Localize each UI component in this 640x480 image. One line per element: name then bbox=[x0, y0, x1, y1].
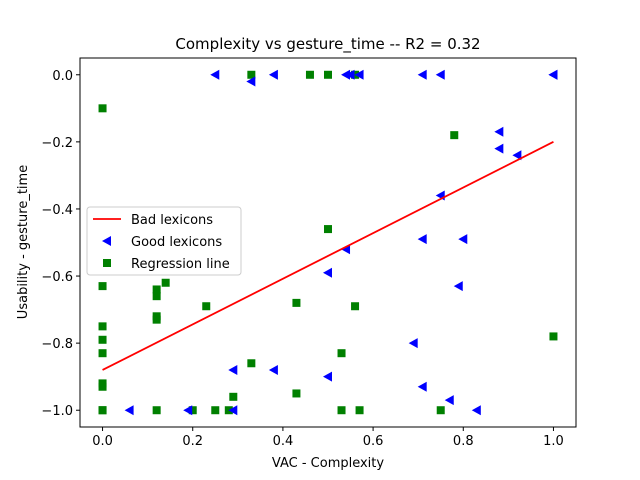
data-point bbox=[247, 359, 256, 368]
data-point bbox=[453, 281, 463, 292]
data-point bbox=[152, 406, 161, 415]
data-point bbox=[435, 69, 445, 80]
data-point bbox=[211, 406, 220, 415]
data-point bbox=[229, 392, 238, 401]
y-axis-label: Usability - gesture_time bbox=[16, 165, 31, 319]
y-tick-label: −1.0 bbox=[41, 404, 73, 419]
data-point bbox=[345, 69, 355, 80]
data-point bbox=[98, 335, 107, 344]
data-point bbox=[228, 405, 238, 416]
data-point bbox=[152, 292, 161, 301]
data-point bbox=[228, 364, 238, 375]
data-point bbox=[450, 131, 459, 140]
data-point bbox=[355, 406, 364, 415]
y-tick-label: −0.2 bbox=[41, 136, 73, 151]
x-tick-label: 0.4 bbox=[273, 434, 294, 449]
legend-marker-swatch bbox=[102, 236, 111, 246]
y-axis: 0.0 −0.2 −0.4 −0.6 −0.8 −1.0 bbox=[41, 69, 80, 419]
x-tick-label: 0.2 bbox=[182, 434, 203, 449]
x-tick-label: 0.8 bbox=[453, 434, 474, 449]
data-point bbox=[202, 302, 211, 311]
data-point bbox=[292, 298, 301, 307]
data-point bbox=[458, 234, 468, 245]
data-point bbox=[471, 405, 481, 416]
data-point bbox=[98, 406, 107, 415]
data-point bbox=[98, 382, 107, 391]
data-point bbox=[351, 302, 360, 311]
series-layer bbox=[98, 69, 558, 416]
data-point bbox=[268, 364, 278, 375]
data-point bbox=[354, 69, 364, 80]
legend-marker-swatch bbox=[103, 259, 111, 267]
chart-title: Complexity vs gesture_time -- R2 = 0.32 bbox=[175, 35, 480, 54]
legend-label: Good lexicons bbox=[131, 235, 222, 250]
legend-frame bbox=[86, 206, 242, 276]
x-tick-label: 0.0 bbox=[92, 434, 113, 449]
legend-label: Bad lexicons bbox=[131, 213, 213, 228]
data-point bbox=[305, 70, 314, 79]
data-point bbox=[494, 126, 504, 137]
data-point bbox=[512, 150, 522, 161]
data-point bbox=[292, 389, 301, 398]
data-point bbox=[152, 285, 161, 294]
data-point bbox=[124, 405, 134, 416]
legend-label: Regression line bbox=[131, 257, 230, 272]
y-tick-label: 0.0 bbox=[52, 69, 73, 84]
data-point bbox=[417, 69, 427, 80]
data-point bbox=[268, 69, 278, 80]
data-point bbox=[436, 406, 445, 415]
data-point bbox=[188, 406, 197, 415]
data-point bbox=[341, 69, 351, 80]
data-point bbox=[323, 267, 332, 278]
data-point bbox=[494, 143, 504, 154]
data-point bbox=[210, 69, 220, 80]
data-point bbox=[408, 338, 418, 349]
x-axis-label: VAC - Complexity bbox=[272, 456, 384, 471]
data-point bbox=[324, 70, 332, 79]
y-tick-label: −0.6 bbox=[41, 270, 73, 285]
data-point bbox=[549, 332, 558, 341]
series-bad-lexicons bbox=[102, 141, 554, 371]
data-point bbox=[183, 405, 193, 416]
y-tick-label: −0.8 bbox=[41, 337, 73, 352]
data-point bbox=[152, 315, 161, 324]
data-point bbox=[337, 406, 346, 415]
data-point bbox=[246, 76, 256, 87]
y-tick-label: −0.4 bbox=[41, 203, 73, 218]
data-point bbox=[98, 349, 107, 358]
x-tick-label: 0.6 bbox=[363, 434, 384, 449]
data-point bbox=[323, 371, 332, 382]
data-point bbox=[247, 70, 256, 79]
data-point bbox=[337, 349, 346, 358]
data-point bbox=[161, 278, 170, 287]
data-point bbox=[417, 381, 427, 392]
data-point bbox=[98, 322, 107, 331]
data-point bbox=[324, 225, 332, 234]
data-point bbox=[444, 395, 454, 406]
legend: Bad lexicons Good lexicons Regression line bbox=[86, 206, 242, 276]
series-line bbox=[102, 141, 554, 371]
x-axis: 0.0 0.2 0.4 0.6 0.8 1.0 bbox=[92, 427, 564, 449]
x-tick-label: 1.0 bbox=[543, 434, 564, 449]
series-good-lexicons bbox=[124, 69, 558, 416]
data-point bbox=[548, 69, 558, 80]
data-point bbox=[417, 234, 427, 245]
data-point bbox=[98, 282, 107, 291]
data-point bbox=[98, 104, 107, 113]
